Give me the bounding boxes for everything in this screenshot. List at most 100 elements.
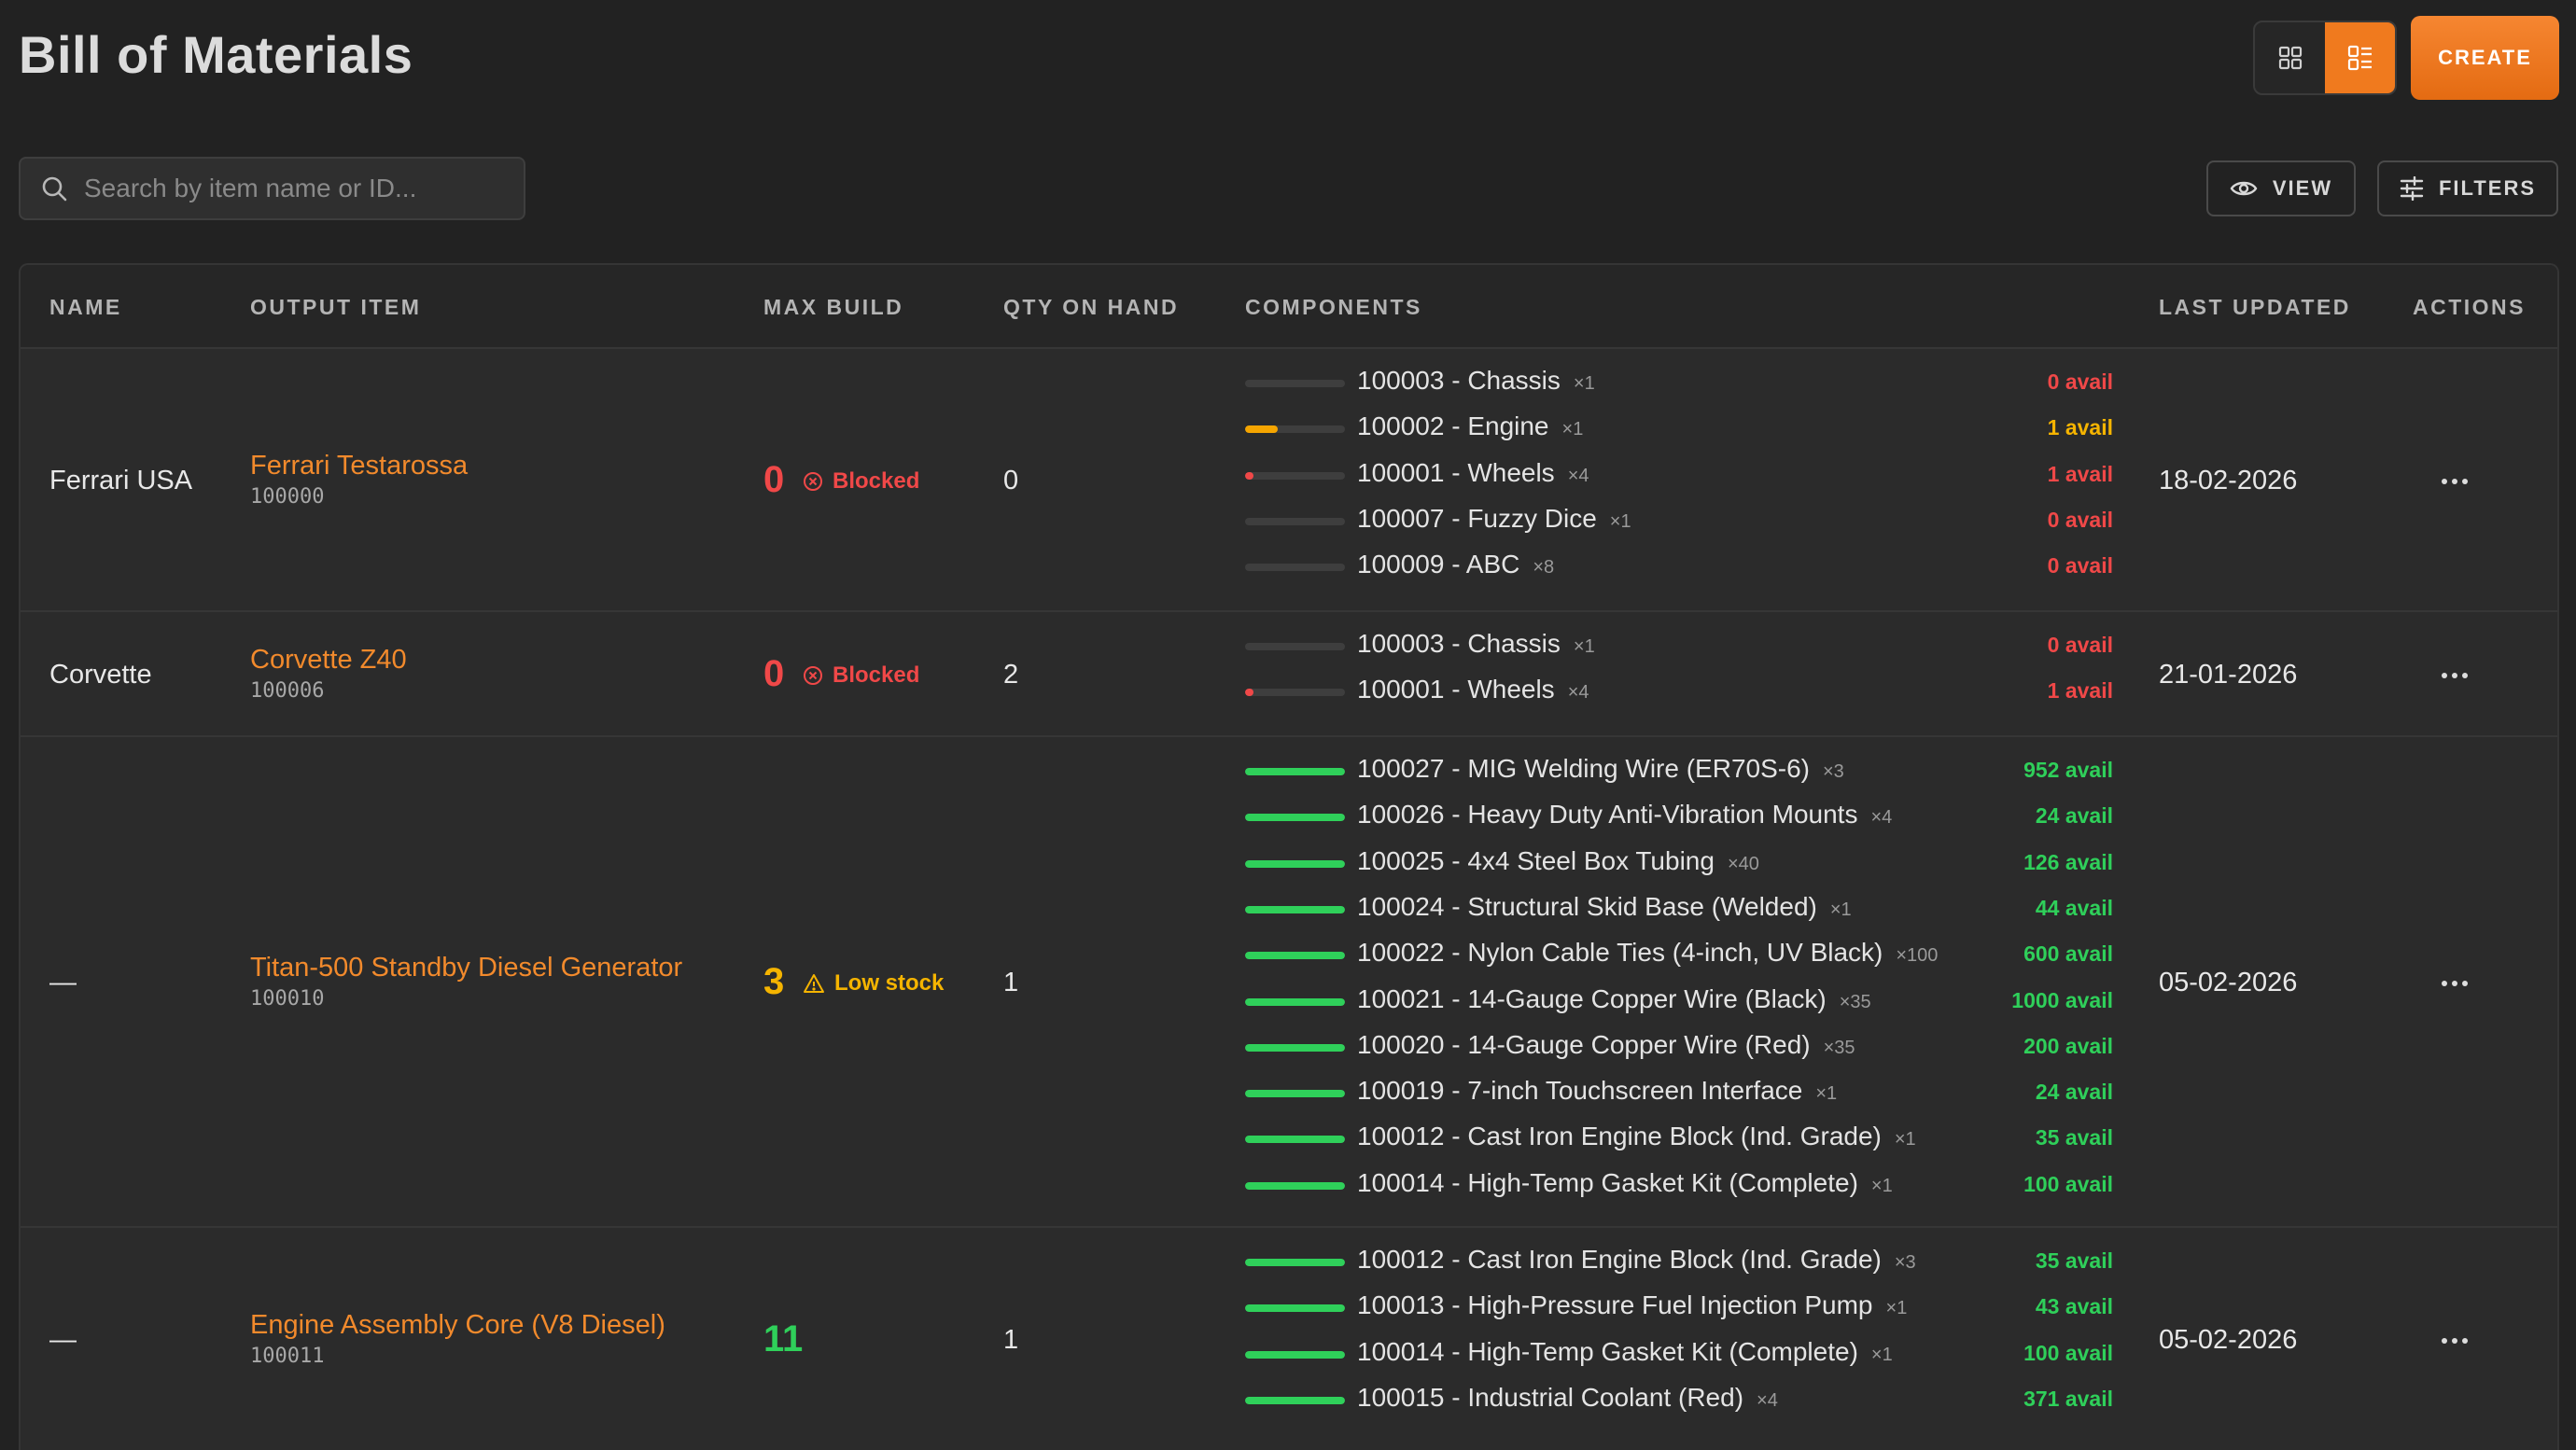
component-availability: 0 avail [2047,369,2113,394]
component-stock-bar [1245,1090,1345,1098]
component-stock-fill [1245,1090,1345,1098]
component-item: 100003 - Chassis ×1 0 avail [1245,627,2113,664]
component-multiplier: ×1 [1573,373,1595,394]
table-row[interactable]: Corvette Corvette Z40 100006 0 Blocked 2 21-01… [21,614,2557,737]
component-stock-fill [1245,814,1345,822]
warning-icon [804,974,824,993]
output-item-id: 100006 [250,679,325,703]
component-label: 100009 - ABC ×8 [1357,550,1554,579]
output-item-link[interactable]: Engine Assembly Core (V8 Diesel) [250,1310,665,1340]
component-stock-bar [1245,1043,1345,1052]
component-label: 100024 - Structural Skid Base (Welded) ×1 [1357,892,1852,922]
component-availability: 24 avail [2035,803,2113,829]
component-name: 100013 - High-Pressure Fuel Injection Pu… [1357,1290,1873,1320]
component-availability: 0 avail [2047,553,2113,579]
component-item: 100019 - 7-inch Touchscreen Interface ×1 2… [1245,1074,2113,1111]
table-row[interactable]: — Engine Assembly Core (V8 Diesel) 100011 1… [21,1230,2557,1450]
column-header-last-updated[interactable]: LAST UPDATED [2159,295,2351,319]
column-header-components[interactable]: COMPONENTS [1245,295,1422,319]
output-item-id: 100000 [250,485,325,509]
component-multiplier: ×1 [1885,1298,1908,1319]
qty-on-hand-value: 2 [1003,660,1019,690]
view-button[interactable]: VIEW [2206,160,2356,216]
row-actions-button[interactable] [2427,965,2483,1002]
component-multiplier: ×35 [1839,991,1871,1012]
component-stock-bar [1245,1350,1345,1359]
filters-button[interactable]: FILTERS [2377,160,2558,216]
filters-button-label: FILTERS [2438,176,2537,200]
output-item-link[interactable]: Titan-500 Standby Diesel Generator [250,953,683,983]
component-name: 100001 - Wheels [1357,457,1555,487]
component-availability: 126 avail [2023,849,2113,874]
component-multiplier: ×35 [1823,1037,1855,1058]
last-updated-value: 05-02-2026 [2159,968,2298,997]
column-header-output-item[interactable]: OUTPUT ITEM [250,295,422,319]
component-stock-bar [1245,768,1345,775]
grid-view-button[interactable] [2255,22,2325,93]
component-label: 100003 - Chassis ×1 [1357,629,1595,659]
component-stock-bar [1245,517,1345,525]
component-availability: 600 avail [2023,941,2113,967]
component-stock-fill [1245,1043,1345,1052]
list-view-button[interactable] [2325,22,2395,93]
output-item-link[interactable]: Ferrari Testarossa [250,451,469,481]
row-actions-button[interactable] [2427,1322,2483,1359]
column-header-name[interactable]: NAME [49,295,122,319]
table-header: NAME OUTPUT ITEM MAX BUILD QTY ON HAND C… [21,265,2557,349]
component-stock-bar [1245,1136,1345,1144]
row-actions-button[interactable] [2427,463,2483,500]
component-availability: 1 avail [2047,461,2113,486]
component-item: 100021 - 14-Gauge Copper Wire (Black) ×35… [1245,983,2113,1020]
column-header-actions: ACTIONS [2413,295,2526,319]
component-stock-bar [1245,643,1345,650]
component-stock-fill [1245,1136,1345,1144]
component-availability: 952 avail [2023,758,2113,782]
row-name: — [49,968,77,997]
row-name: Corvette [49,660,152,690]
component-stock-fill [1245,1259,1345,1266]
row-actions-button[interactable] [2427,657,2483,694]
column-header-qty-on-hand[interactable]: QTY ON HAND [1003,295,1180,319]
component-label: 100012 - Cast Iron Engine Block (Ind. Gr… [1357,1122,1916,1151]
component-availability: 100 avail [2023,1171,2113,1196]
last-updated-value: 18-02-2026 [2159,466,2298,495]
row-name: Ferrari USA [49,466,193,495]
table-row[interactable]: — Titan-500 Standby Diesel Generator 10001… [21,739,2557,1228]
component-label: 100002 - Engine ×1 [1357,411,1583,441]
column-header-max-build[interactable]: MAX BUILD [763,295,904,319]
component-stock-bar [1245,952,1345,960]
search-icon [42,176,67,202]
blocked-icon [804,472,822,491]
component-availability: 44 avail [2035,895,2113,920]
status-label: Blocked [833,468,920,494]
component-name: 100021 - 14-Gauge Copper Wire (Black) [1357,983,1827,1013]
component-label: 100014 - High-Temp Gasket Kit (Complete)… [1357,1337,1893,1367]
view-button-label: VIEW [2272,176,2333,200]
component-stock-fill [1245,1304,1345,1313]
component-item: 100014 - High-Temp Gasket Kit (Complete)… [1245,1166,2113,1204]
output-item-link[interactable]: Corvette Z40 [250,645,407,675]
component-stock-bar [1245,564,1345,572]
component-label: 100021 - 14-Gauge Copper Wire (Black) ×35 [1357,984,1871,1014]
create-button[interactable]: CREATE [2411,16,2559,100]
search-input[interactable] [84,174,495,203]
component-item: 100027 - MIG Welding Wire (ER70S-6) ×3 952… [1245,752,2113,789]
component-name: 100001 - Wheels [1357,675,1555,704]
component-name: 100003 - Chassis [1357,366,1561,395]
qty-on-hand-value: 0 [1003,466,1019,495]
max-build-value: 11 [763,1318,804,1359]
component-availability: 35 avail [2035,1248,2113,1273]
component-multiplier: ×1 [1870,1344,1893,1365]
component-label: 100022 - Nylon Cable Ties (4-inch, UV Bl… [1357,938,1938,968]
component-name: 100024 - Structural Skid Base (Welded) [1357,891,1817,921]
component-name: 100020 - 14-Gauge Copper Wire (Red) [1357,1029,1811,1059]
component-multiplier: ×1 [1894,1129,1916,1150]
table-row[interactable]: Ferrari USA Ferrari Testarossa 100000 0 Bloc… [21,351,2557,612]
status-badge: Blocked [803,662,919,689]
last-updated-value: 05-02-2026 [2159,1325,2298,1355]
component-label: 100001 - Wheels ×4 [1357,458,1589,488]
component-availability: 1 avail [2047,415,2113,440]
component-name: 100009 - ABC [1357,550,1520,579]
component-name: 100022 - Nylon Cable Ties (4-inch, UV Bl… [1357,938,1883,968]
component-multiplier: ×1 [1829,899,1852,920]
